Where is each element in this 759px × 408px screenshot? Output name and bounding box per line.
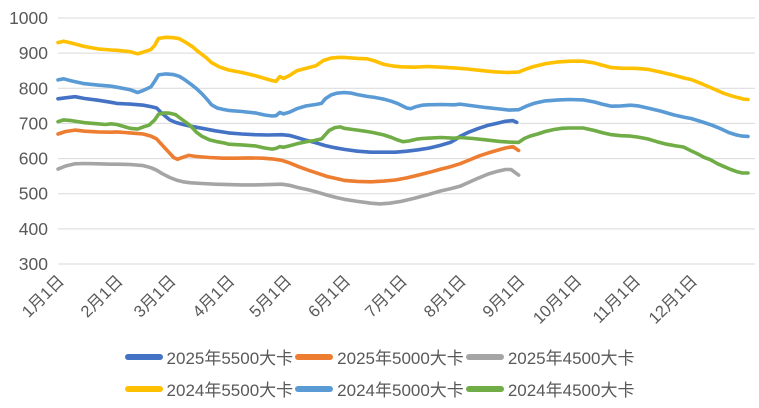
legend-line-marker [124,385,163,392]
x-axis-tick-label: 1月1日 [19,272,68,321]
series-line-2025年5000大卡 [56,128,521,184]
x-axis-tick-label: 2月1日 [78,272,127,321]
legend-line-marker [465,385,504,392]
legend-label: 2025年5000大卡 [337,349,464,368]
x-axis-tick-label: 9月1日 [479,272,528,321]
series-line-2025年4500大卡 [56,161,521,206]
x-axis-tick-label: 8月1日 [421,272,470,321]
legend-item-2025年5500大卡: 2025年5500大卡 [124,344,294,369]
legend-label: 2024年5500大卡 [166,381,294,400]
y-axis-tick-label: 800 [19,78,48,98]
legend-item-2024年4500大卡: 2024年4500大卡 [465,376,635,401]
y-axis-tick-label: 900 [19,43,48,63]
x-axis-tick-label: 12月1日 [645,272,701,328]
y-axis-tick-label: 700 [19,113,48,133]
series-line-2024年4500大卡 [56,111,750,175]
x-axis-tick-label: 10月1日 [530,272,586,328]
series-line-2024年5000大卡 [56,72,750,139]
series-line-2024年5500大卡 [56,35,750,102]
legend-label: 2025年4500大卡 [507,349,635,368]
x-axis-tick-label: 6月1日 [305,272,354,321]
legend-line-marker [465,353,504,360]
legend-line-marker [124,353,163,360]
legend-row: 2024年5500大卡 2024年5000大卡 2024年4500大卡 [124,376,635,401]
y-axis-tick-label: 500 [19,184,48,204]
x-axis-tick-label: 5月1日 [246,272,295,321]
legend-item-2025年4500大卡: 2025年4500大卡 [465,344,635,369]
legend-label: 2024年4500大卡 [507,381,635,400]
legend-row: 2025年5500大卡 2025年5000大卡 2025年4500大卡 [124,344,635,369]
y-axis-tick-label: 1000 [9,8,48,28]
x-axis-tick-label: 3月1日 [131,272,180,321]
y-axis-tick-label: 300 [19,254,48,274]
legend-label: 2024年5000大卡 [337,381,464,400]
y-axis-tick-label: 400 [19,219,48,239]
x-axis-tick-label: 11月1日 [589,272,644,327]
legend-item-2024年5500大卡: 2024年5500大卡 [124,376,294,401]
legend-item-2024年5000大卡: 2024年5000大卡 [295,376,464,401]
x-axis-tick-label: 7月1日 [362,272,411,321]
legend-label: 2025年5500大卡 [166,349,294,368]
chart-legend: 2025年5500大卡 2025年5000大卡 2025年4500大卡 2024年55… [0,344,759,401]
legend-line-marker [295,353,334,360]
x-axis-tick-label: 4月1日 [189,272,238,321]
y-axis-tick-label: 600 [19,149,48,169]
legend-line-marker [295,385,334,392]
legend-item-2025年5000大卡: 2025年5000大卡 [295,344,464,369]
